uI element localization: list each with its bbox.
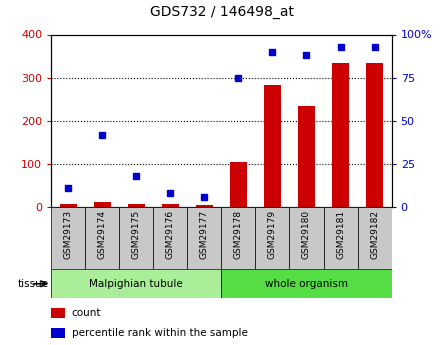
Bar bbox=[51, 207, 85, 269]
Bar bbox=[187, 207, 222, 269]
Text: GSM29179: GSM29179 bbox=[268, 210, 277, 259]
Bar bbox=[358, 207, 392, 269]
Bar bbox=[85, 207, 119, 269]
Bar bbox=[196, 205, 213, 207]
Text: GSM29181: GSM29181 bbox=[336, 210, 345, 259]
Bar bbox=[290, 207, 324, 269]
Bar bbox=[264, 85, 281, 207]
Text: whole organism: whole organism bbox=[265, 279, 348, 289]
Text: GDS732 / 146498_at: GDS732 / 146498_at bbox=[150, 5, 295, 19]
Bar bbox=[230, 162, 247, 207]
Bar bbox=[51, 328, 65, 337]
Text: tissue: tissue bbox=[18, 279, 49, 289]
Text: GSM29174: GSM29174 bbox=[98, 210, 107, 259]
Bar bbox=[332, 62, 349, 207]
Bar bbox=[153, 207, 187, 269]
Text: GSM29177: GSM29177 bbox=[200, 210, 209, 259]
Bar bbox=[324, 207, 358, 269]
Bar bbox=[51, 269, 222, 298]
Bar bbox=[222, 207, 255, 269]
Text: GSM29175: GSM29175 bbox=[132, 210, 141, 259]
Text: GSM29182: GSM29182 bbox=[370, 210, 379, 259]
Text: GSM29178: GSM29178 bbox=[234, 210, 243, 259]
Text: GSM29173: GSM29173 bbox=[64, 210, 73, 259]
Text: GSM29180: GSM29180 bbox=[302, 210, 311, 259]
Bar bbox=[119, 207, 153, 269]
Bar bbox=[298, 106, 315, 207]
Text: percentile rank within the sample: percentile rank within the sample bbox=[72, 328, 247, 338]
Bar bbox=[222, 269, 392, 298]
Bar bbox=[255, 207, 290, 269]
Text: count: count bbox=[72, 308, 101, 318]
Bar bbox=[60, 204, 77, 207]
Bar bbox=[162, 204, 179, 207]
Bar bbox=[51, 308, 65, 318]
Bar bbox=[128, 204, 145, 207]
Bar bbox=[366, 62, 383, 207]
Text: GSM29176: GSM29176 bbox=[166, 210, 175, 259]
Bar bbox=[94, 202, 111, 207]
Text: Malpighian tubule: Malpighian tubule bbox=[89, 279, 183, 289]
